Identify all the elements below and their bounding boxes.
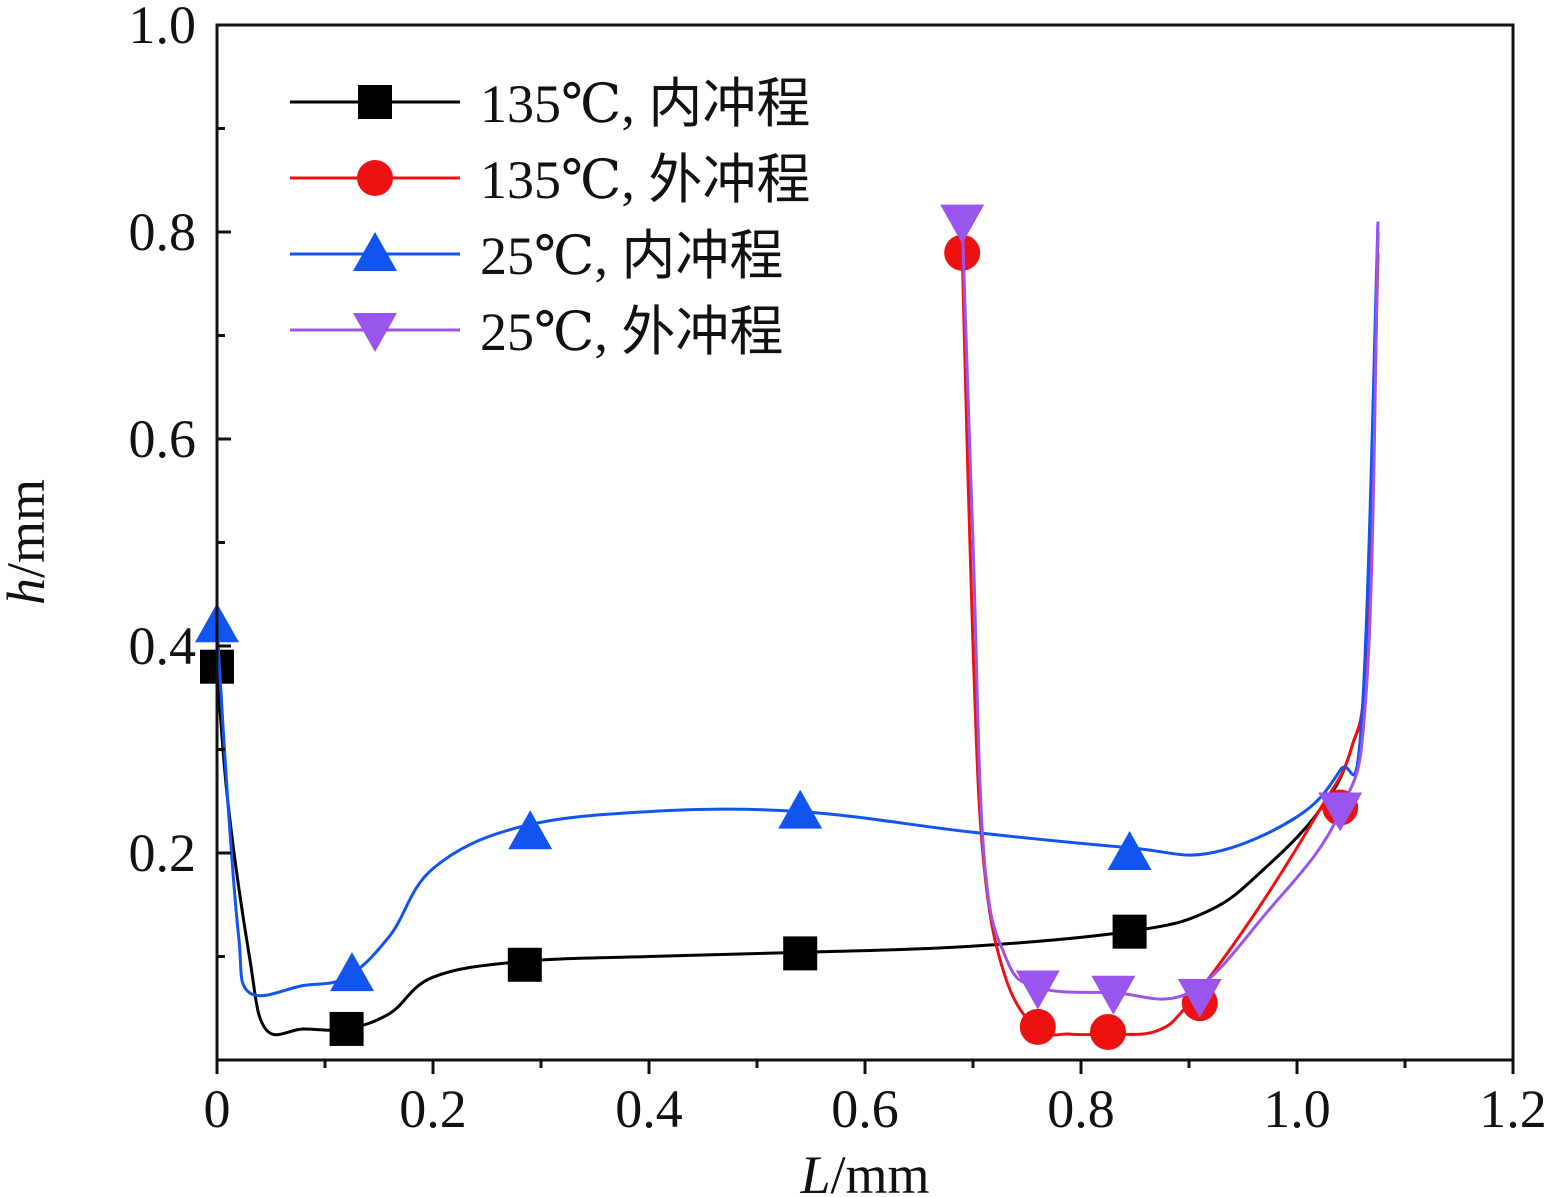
x-axis-title: L/mm <box>799 1145 929 1197</box>
plot-frame <box>215 23 1515 1062</box>
x-tick-label: 0 <box>204 1079 231 1139</box>
data-point <box>508 810 553 850</box>
legend-label: 25℃, 外冲程 <box>480 302 783 362</box>
legend-label: 135℃, 内冲程 <box>480 74 810 134</box>
x-axis-title-unit: /mm <box>831 1145 930 1197</box>
data-point <box>1019 1008 1056 1045</box>
series-line <box>960 221 1380 1001</box>
series-line <box>215 231 1380 1037</box>
legend-marker <box>358 85 392 119</box>
data-point <box>783 936 818 971</box>
ticks-layer: 0 0.2 0.4 0.6 0.8 1.0 1.2 0.2 0.4 0.6 0.8 1.0 <box>129 0 1547 1139</box>
data-point <box>1090 1014 1126 1051</box>
x-tick-label: 0.2 <box>399 1079 467 1139</box>
legend-marker <box>353 232 397 271</box>
legend-label: 135℃, 外冲程 <box>480 150 810 210</box>
data-point <box>1015 970 1060 1010</box>
data-point <box>1112 914 1147 949</box>
data-point <box>940 204 985 244</box>
data-point <box>1107 831 1152 870</box>
legend-entry-2: 135℃, 外冲程 <box>290 150 810 210</box>
y-tick-label: 0.4 <box>129 616 197 676</box>
x-tick-label: 0.4 <box>615 1079 683 1139</box>
data-point <box>1091 975 1136 1015</box>
legend-marker <box>357 160 393 196</box>
y-tick-label: 0.2 <box>129 823 197 883</box>
legend-label: 25℃, 内冲程 <box>480 226 783 286</box>
data-point <box>1177 978 1222 1018</box>
series-layer <box>195 204 1380 1051</box>
series-line <box>960 252 1380 1037</box>
data-point <box>1318 792 1363 832</box>
y-axis-title-unit: /mm <box>0 479 56 578</box>
series-1 <box>200 231 1380 1046</box>
data-point <box>330 952 374 992</box>
x-tick-label: 1.2 <box>1479 1079 1547 1139</box>
legend-entry-4: 25℃, 外冲程 <box>290 302 783 362</box>
legend-entry-3: 25℃, 内冲程 <box>290 226 783 286</box>
y-tick-label: 1.0 <box>129 0 197 55</box>
legend-marker <box>353 313 397 352</box>
y-tick-label: 0.8 <box>129 202 197 262</box>
legend-entry-1: 135℃, 内冲程 <box>290 74 810 134</box>
data-point <box>329 1011 364 1046</box>
series-line <box>215 221 1380 998</box>
x-axis-title-var: L <box>799 1145 830 1197</box>
y-axis-title: h/mm <box>0 479 56 605</box>
y-tick-label: 0.6 <box>129 409 197 469</box>
x-tick-label: 0.8 <box>1047 1079 1115 1139</box>
data-point <box>778 789 823 829</box>
x-tick-label: 0.6 <box>831 1079 899 1139</box>
legend: 135℃, 内冲程 135℃, 外冲程 25℃, 内冲程 25℃, 外冲程 <box>290 74 810 362</box>
y-axis-title-var: h <box>0 578 56 605</box>
data-point <box>507 947 542 982</box>
series-4 <box>940 204 1380 1018</box>
x-tick-label: 1.0 <box>1263 1079 1331 1139</box>
